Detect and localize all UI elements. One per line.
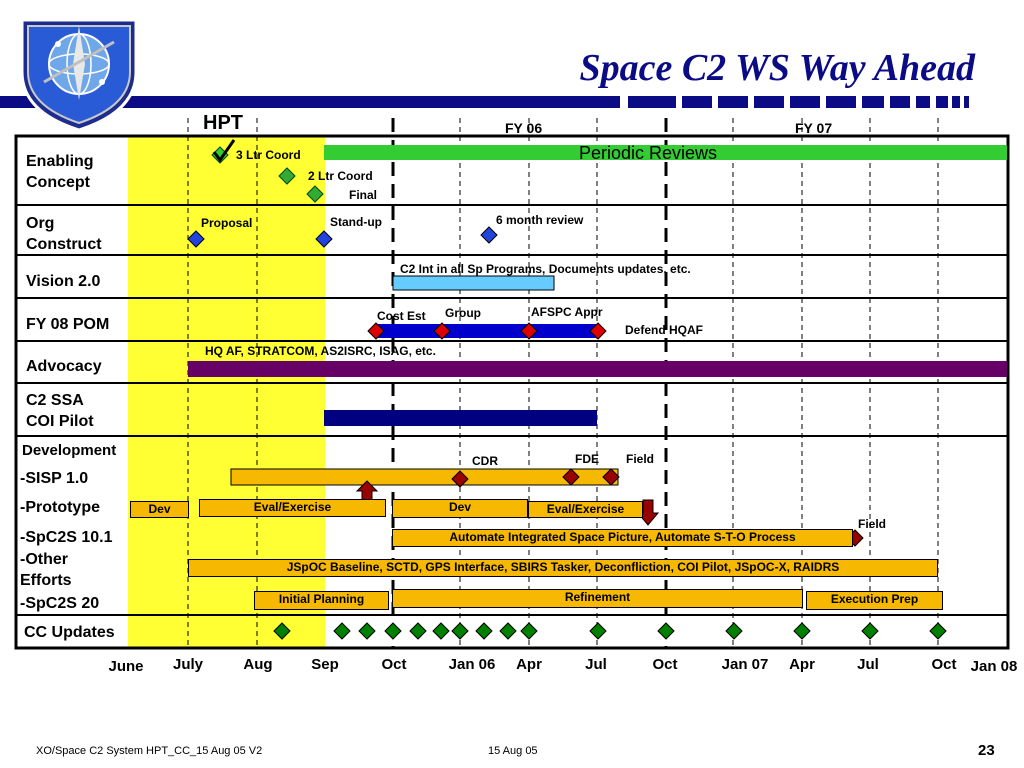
proposal-milestone [187, 230, 205, 248]
spc2s-20-refinement-box: Refinement [392, 589, 803, 608]
final-milestone [306, 185, 324, 203]
label-6-month-review: 6 month review [496, 213, 584, 227]
label-final: Final [349, 188, 378, 202]
label-fde: FDE [575, 452, 599, 466]
chart-frame [14, 134, 1010, 650]
month-label: Oct [381, 656, 407, 673]
month-label: June [108, 658, 144, 675]
month-label: Jan 07 [721, 656, 769, 673]
other-efforts-jspoc-box: JSpOC Baseline, SCTD, GPS Interface, SBI… [188, 559, 938, 577]
month-label: Oct [931, 656, 957, 673]
title-bar-stripes [0, 96, 969, 108]
fy07-header: FY 07 [795, 120, 833, 136]
label-periodic-reviews: Periodic Reviews [579, 143, 718, 163]
group-milestone [433, 322, 451, 340]
label-cost-est: Cost Est [377, 309, 426, 323]
footer-document-id: XO/Space C2 System HPT_CC_15 Aug 05 V2 [36, 745, 263, 757]
field-milestone-1 [602, 468, 620, 486]
label-stand-up: Stand-up [330, 215, 382, 229]
label-3-ltr-coord: 3 Ltr Coord [236, 148, 301, 162]
c2-int-bar [392, 275, 555, 291]
label-hq-af: HQ AF, STRATCOM, AS2ISRC, ISAG, etc. [205, 344, 436, 358]
label-field-2: Field [858, 517, 887, 531]
spc2s-10-1-automate-box: Automate Integrated Space Picture, Autom… [392, 529, 853, 547]
check-icon [212, 139, 236, 163]
row-label-development: Development [22, 442, 117, 459]
prototype-eval-box-1: Eval/Exercise [199, 499, 386, 517]
month-label: Sep [311, 656, 339, 673]
row-label-spc2s-20: -SpC2S 20 [20, 595, 100, 612]
prototype-eval-box-2: Eval/Exercise [528, 501, 643, 518]
footer-date: 15 Aug 05 [488, 745, 538, 757]
row-label-sisp: -SISP 1.0 [20, 470, 89, 487]
label-cdr: CDR [472, 454, 498, 468]
fde-milestone [562, 468, 580, 486]
cdr-milestone [451, 470, 469, 488]
2-ltr-coord-milestone [278, 167, 296, 185]
label-field-1: Field [626, 452, 655, 466]
pom-bar [376, 324, 598, 338]
label-afspc-appr: AFSPC Appr [531, 305, 603, 319]
row-label-cc-updates: CC Updates [24, 624, 115, 641]
label-c2-int: C2 Int in all Sp Programs, Documents upd… [400, 262, 691, 276]
row-label-advocacy: Advocacy [26, 358, 102, 375]
month-label: Jul [585, 656, 607, 673]
month-label: Jan 06 [448, 656, 496, 673]
spc2s-20-initial-planning-box: Initial Planning [254, 591, 389, 610]
prototype-dev-box-1: Dev [130, 501, 189, 518]
month-label: Jan 08 [970, 658, 1018, 675]
row-label-enabling-concept: Enabling Concept [26, 153, 94, 191]
hpt-header: HPT [203, 112, 243, 134]
prototype-dev-box-2: Dev [392, 499, 528, 518]
stand-up-milestone [315, 230, 333, 248]
row-label-prototype: -Prototype [20, 499, 100, 516]
month-label: Apr [789, 656, 815, 673]
month-label: July [172, 656, 204, 673]
month-label: Apr [516, 656, 542, 673]
row-label-org-construct: Org Construct [26, 215, 102, 253]
label-group: Group [445, 306, 481, 320]
afspc-appr-milestone [520, 322, 538, 340]
defend-hqaf-milestone [589, 322, 607, 340]
cost-est-milestone [367, 322, 385, 340]
c2-ssa-bar [324, 410, 597, 426]
month-label: Aug [243, 656, 273, 673]
fy06-header: FY 06 [505, 120, 543, 136]
row-label-vision: Vision 2.0 [26, 273, 101, 290]
label-proposal: Proposal [201, 216, 253, 230]
row-separators [16, 204, 1008, 616]
sisp-bar [230, 468, 619, 486]
air-force-space-command-logo [20, 18, 138, 132]
row-label-fy08-pom: FY 08 POM [26, 316, 110, 333]
6-month-review-milestone [480, 226, 498, 244]
spc2s-20-execution-prep-box: Execution Prep [806, 591, 943, 610]
row-label-c2-ssa: C2 SSA COI Pilot [26, 392, 94, 430]
month-label: Jul [857, 656, 879, 673]
periodic-reviews-bar [324, 145, 1007, 160]
footer-page-number: 23 [978, 742, 995, 759]
month-label: Oct [652, 656, 678, 673]
label-defend-hqaf: Defend HQAF [625, 323, 703, 337]
cc-update-milestones [273, 622, 947, 640]
row-label-spc2s-10-1: -SpC2S 10.1 [20, 529, 113, 546]
advocacy-bar [188, 361, 1007, 377]
page-title: Space C2 WS Way Ahead [579, 47, 975, 89]
row-label-other-efforts: -Other Efforts [20, 551, 72, 589]
label-2-ltr-coord: 2 Ltr Coord [308, 169, 373, 183]
